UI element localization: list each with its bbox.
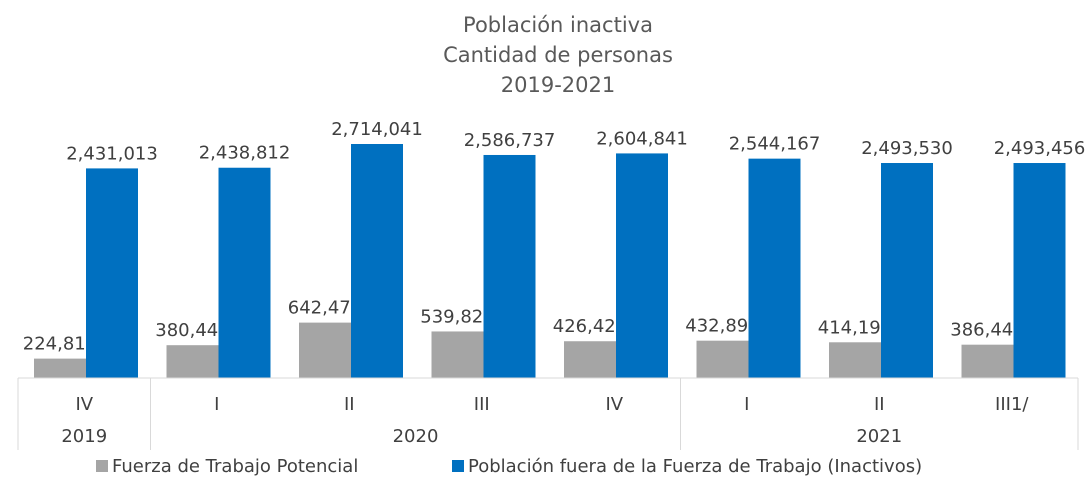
x-tick-label: III1/ bbox=[995, 394, 1029, 415]
value-label: 2,544,167 bbox=[729, 134, 821, 155]
bar bbox=[299, 322, 351, 378]
bar bbox=[86, 168, 138, 378]
bar bbox=[431, 331, 484, 378]
x-group-label: 2020 bbox=[393, 426, 439, 447]
value-label: 539,822 bbox=[420, 306, 494, 327]
x-tick-label: III bbox=[474, 394, 490, 415]
bar bbox=[881, 163, 933, 378]
bar bbox=[564, 341, 616, 378]
legend-swatch bbox=[452, 460, 464, 472]
bar bbox=[1013, 163, 1066, 378]
legend-label: Población fuera de la Fuerza de Trabajo … bbox=[468, 456, 922, 477]
x-tick-label: IV bbox=[75, 394, 93, 415]
x-tick-label: IV bbox=[605, 394, 623, 415]
bar bbox=[961, 344, 1014, 378]
bar bbox=[34, 358, 86, 378]
value-label: 2,493,456 bbox=[994, 138, 1086, 159]
bar bbox=[351, 144, 403, 378]
value-label: 642,479 bbox=[288, 298, 362, 319]
bar bbox=[696, 340, 749, 378]
bar bbox=[748, 158, 801, 378]
x-tick-label: II bbox=[874, 394, 885, 415]
legend-swatch bbox=[96, 460, 108, 472]
value-label: 224,819 bbox=[23, 334, 97, 355]
x-tick-label: II bbox=[344, 394, 355, 415]
bar bbox=[218, 167, 271, 378]
bar bbox=[616, 153, 668, 378]
value-label: 426,425 bbox=[553, 316, 627, 337]
value-label: 386,441 bbox=[950, 320, 1024, 341]
bar bbox=[166, 345, 219, 378]
value-label: 2,714,041 bbox=[331, 119, 423, 140]
chart-period: 2019-2021 bbox=[501, 73, 615, 97]
value-label: 2,604,841 bbox=[596, 128, 688, 149]
value-label: 2,431,013 bbox=[66, 143, 158, 164]
chart-title: Población inactiva bbox=[463, 13, 653, 37]
x-group-label: 2019 bbox=[61, 426, 107, 447]
legend-label: Fuerza de Trabajo Potencial bbox=[112, 456, 358, 477]
x-group-label: 2021 bbox=[856, 426, 902, 447]
value-label: 2,493,530 bbox=[861, 138, 953, 159]
value-label: 414,195 bbox=[818, 317, 892, 338]
bar bbox=[483, 154, 536, 378]
x-tick-label: I bbox=[744, 394, 749, 415]
value-label: 380,448 bbox=[155, 320, 229, 341]
value-label: 2,586,737 bbox=[464, 130, 556, 151]
x-tick-label: I bbox=[214, 394, 219, 415]
value-label: 2,438,812 bbox=[199, 143, 291, 164]
bar bbox=[829, 342, 881, 378]
value-label: 432,896 bbox=[685, 316, 759, 337]
chart-subtitle: Cantidad de personas bbox=[443, 43, 673, 67]
